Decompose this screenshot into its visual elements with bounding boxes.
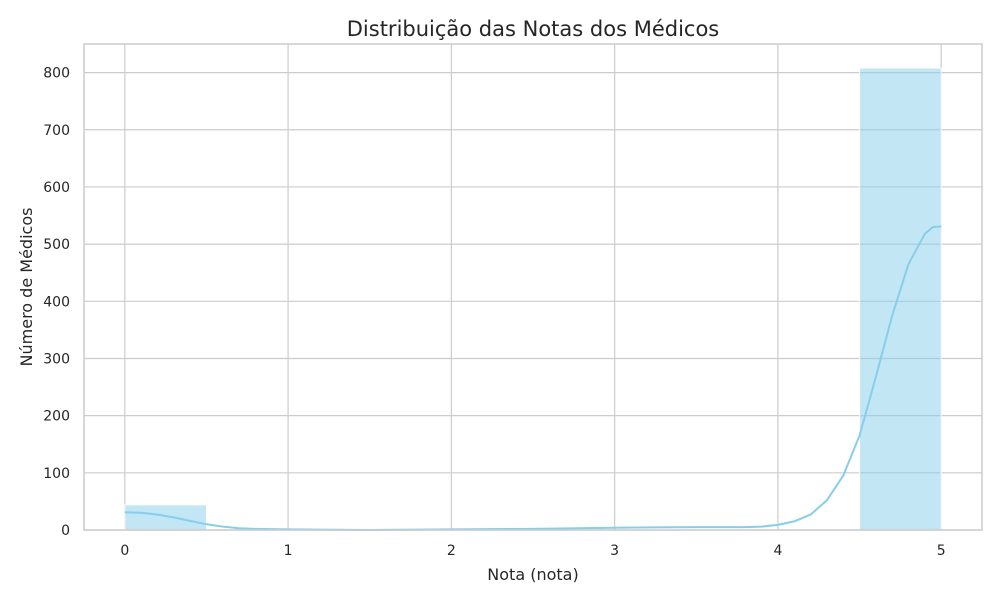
y-tick-label: 100 [43,466,70,482]
tick-labels: 0 1 2 3 4 5 0 100 200 300 400 500 600 700 800 [43,66,945,559]
y-tick-label: 500 [43,237,70,253]
y-tick-label: 700 [43,123,70,139]
y-tick-label: 600 [43,180,70,196]
kde-curve [124,225,942,531]
histogram-bar [859,67,942,531]
x-tick-label: 2 [447,543,456,559]
x-tick-label: 0 [120,543,129,559]
y-tick-label: 400 [43,294,70,310]
x-tick-label: 5 [937,543,946,559]
x-axis-label: Nota (nota) [487,565,578,584]
plot-border [83,43,983,531]
y-tick-label: 300 [43,351,70,367]
kde-layer [124,225,942,531]
chart-title: Distribuição das Notas dos Médicos [347,17,719,41]
y-tick-label: 0 [61,523,70,539]
x-tick-label: 4 [773,543,782,559]
axes-frame [83,43,983,531]
x-tick-label: 3 [610,543,619,559]
grid-layer [84,44,982,531]
y-tick-label: 800 [43,66,70,82]
x-tick-label: 1 [284,543,293,559]
y-tick-label: 200 [43,409,70,425]
y-axis-label: Número de Médicos [17,208,36,367]
bars-layer [124,67,942,531]
histogram-bar [124,504,207,531]
